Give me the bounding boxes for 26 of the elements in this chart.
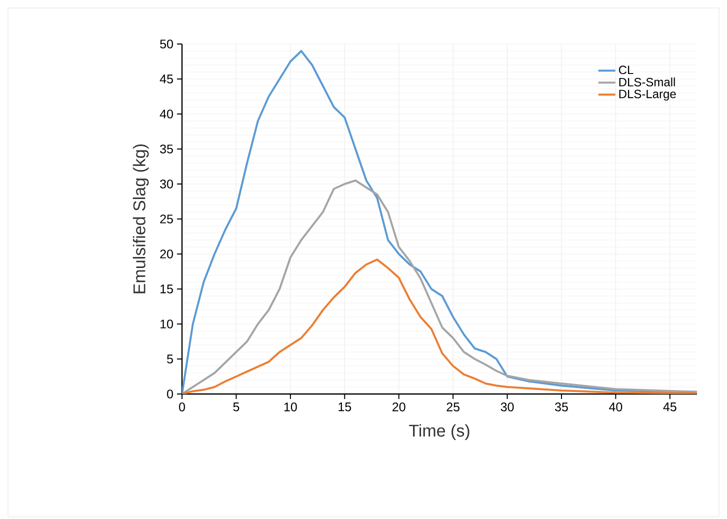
- legend-label: CL: [618, 66, 634, 74]
- y-tick-label: 30: [160, 180, 173, 188]
- y-tick-label: 40: [160, 110, 173, 118]
- y-axis-title: Emulsified Slag (kg): [132, 144, 149, 294]
- x-tick-label: 40: [609, 402, 622, 412]
- y-tick-label: 0: [167, 390, 173, 398]
- x-axis-title: Time (s): [409, 424, 470, 440]
- x-tick-label: 45: [663, 402, 676, 412]
- y-tick-label: 35: [160, 144, 173, 154]
- y-tick-label: 20: [160, 250, 173, 258]
- x-tick-label: 20: [392, 402, 406, 412]
- x-tick-label: 0: [179, 402, 185, 412]
- x-tick-label: 15: [338, 402, 352, 412]
- y-tick-label: 10: [160, 320, 173, 328]
- x-tick-label: 5: [233, 402, 240, 412]
- x-tick-label: 25: [446, 402, 460, 412]
- legend-label: DLS-Small: [619, 78, 675, 86]
- x-tick-label: 10: [284, 402, 297, 412]
- x-tick-label: 30: [500, 402, 514, 412]
- y-tick-label: 15: [160, 284, 173, 294]
- legend-label: DLS-Large: [619, 90, 676, 101]
- y-tick-label: 50: [160, 40, 173, 48]
- y-tick-label: 45: [160, 74, 173, 84]
- x-tick-label: 35: [554, 402, 568, 412]
- y-tick-label: 5: [167, 354, 173, 364]
- y-tick-label: 25: [160, 214, 173, 224]
